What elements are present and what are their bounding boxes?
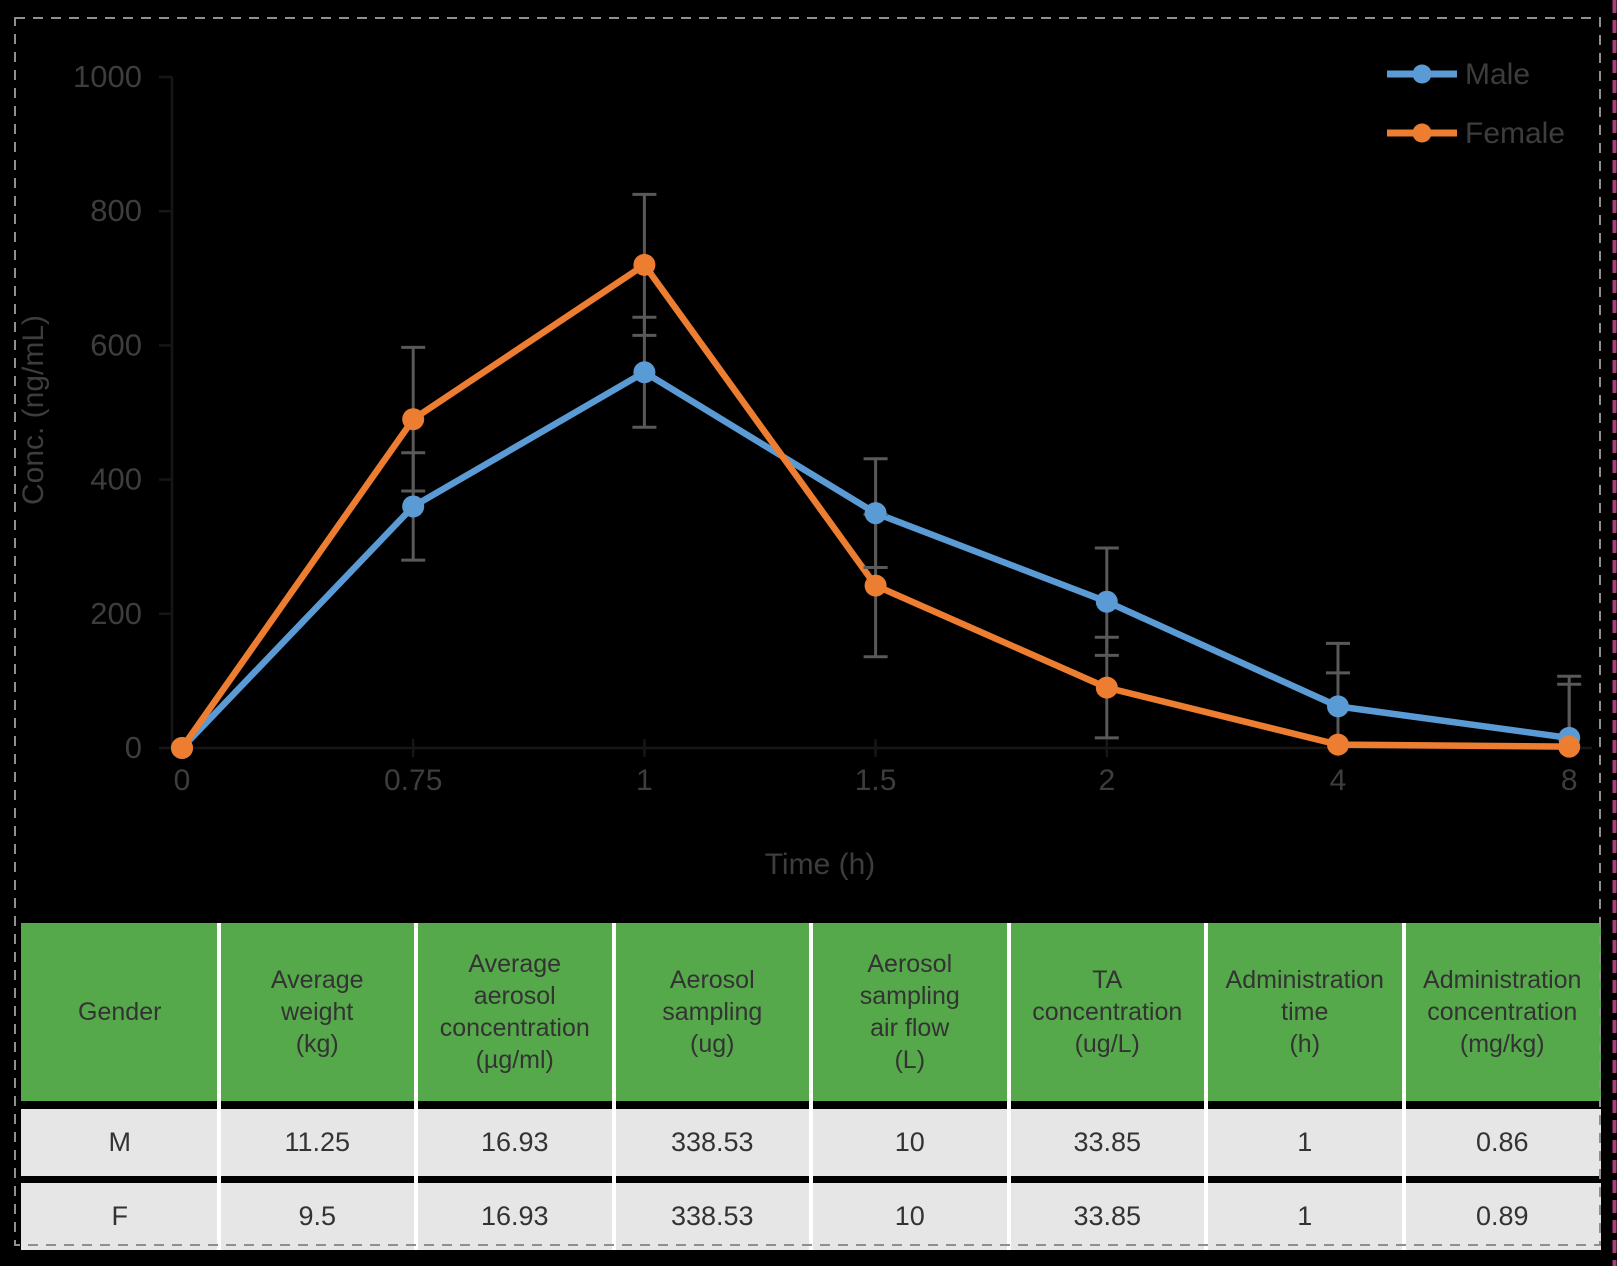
legend-label-male: Male [1465, 58, 1530, 91]
plot-axes: 0 200 400 600 800 1000 0 0.75 1 1.5 2 4 8 [73, 59, 1592, 797]
y-tick-label: 200 [90, 596, 142, 631]
table-cell: 33.85 [1008, 1183, 1206, 1250]
x-tick-label: 1.5 [855, 764, 897, 797]
table-column-separator [1006, 923, 1011, 1250]
table-cell: F [21, 1183, 219, 1250]
data-point-male [402, 495, 425, 518]
chart[interactable]: 0 200 400 600 800 1000 0 0.75 1 1.5 2 4 8 Male Femal… [0, 0, 1617, 900]
table-cell: 16.93 [416, 1109, 614, 1176]
table-cell: 1 [1206, 1109, 1404, 1176]
data-point-female [402, 408, 425, 431]
table-header-cell: Gender [21, 923, 219, 1101]
table-cell: 0.86 [1403, 1109, 1601, 1176]
data-point-female [864, 574, 887, 597]
data-point-male [633, 361, 656, 384]
data-table[interactable]: Gender Average weight (kg) Average aerosol… [21, 923, 1601, 1250]
error-bars [401, 192, 1582, 748]
legend: Male Female [1387, 58, 1565, 150]
y-tick-label: 600 [90, 327, 142, 362]
data-point-male [1327, 695, 1349, 718]
table-column-separator [809, 923, 813, 1250]
y-axis-title: Conc. (ng/mL) [17, 315, 50, 505]
x-tick-label: 0 [174, 764, 191, 797]
x-tick-label: 1 [636, 764, 653, 797]
table-cell: 10 [811, 1109, 1009, 1176]
table-column-separator [611, 923, 616, 1250]
data-point-female [633, 253, 656, 276]
table-header-cell: Administration concentration (mg/kg) [1403, 923, 1601, 1101]
table-cell: M [21, 1109, 219, 1176]
x-tick-label: 0.75 [384, 764, 442, 797]
table-header-cell: Aerosol sampling (ug) [613, 923, 811, 1101]
y-tick-label: 800 [90, 193, 142, 228]
table-cell: 338.53 [613, 1183, 811, 1250]
table-cell: 338.53 [613, 1109, 811, 1176]
y-tick-label: 400 [90, 462, 142, 497]
data-point-female [1095, 676, 1118, 699]
legend-marker-male [1412, 64, 1432, 84]
table-header-cell: Average weight (kg) [218, 923, 416, 1101]
table-cell: 33.85 [1008, 1109, 1206, 1176]
table-column-separator [414, 923, 418, 1250]
table-cell: 1 [1206, 1183, 1404, 1250]
x-tick-label: 2 [1098, 764, 1115, 797]
table-cell: 9.5 [218, 1183, 416, 1250]
series-markers [171, 253, 1581, 759]
legend-label-female: Female [1465, 117, 1565, 150]
data-point-male [864, 502, 887, 525]
y-ticks: 0 200 400 600 800 1000 [73, 59, 172, 765]
x-tick-label: 4 [1330, 764, 1347, 797]
table-header-cell: TA concentration (ug/L) [1008, 923, 1206, 1101]
table-column-separator [1401, 923, 1406, 1250]
table-header-cell: Aerosol sampling air flow (L) [811, 923, 1009, 1101]
table-column-separator [216, 923, 221, 1250]
y-tick-label: 0 [125, 730, 142, 765]
data-point-male [1095, 590, 1118, 613]
table-header-cell: Administration time (h) [1206, 923, 1404, 1101]
table-header-cell: Average aerosol concentration (µg/ml) [416, 923, 614, 1101]
table-column-separator [1204, 923, 1208, 1250]
x-tick-label: 8 [1561, 764, 1578, 797]
data-point-female [1327, 733, 1349, 756]
x-axis-title: Time (h) [765, 848, 876, 881]
table-cell: 11.25 [218, 1109, 416, 1176]
y-tick-label: 1000 [73, 59, 142, 94]
table-cell: 16.93 [416, 1183, 614, 1250]
table-cell: 10 [811, 1183, 1009, 1250]
data-point-female [1558, 735, 1581, 758]
table-cell: 0.89 [1403, 1183, 1601, 1250]
data-point-female [171, 737, 193, 759]
legend-marker-female [1412, 123, 1432, 143]
